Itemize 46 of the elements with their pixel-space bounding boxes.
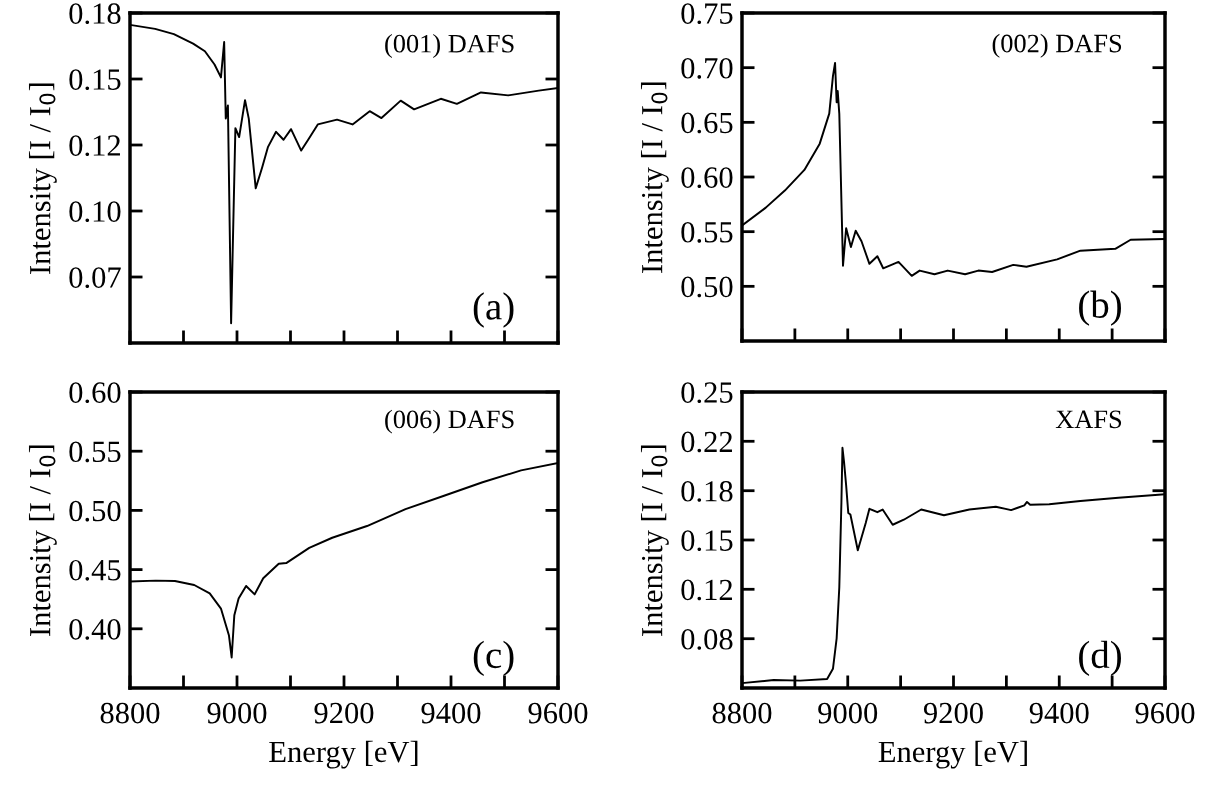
annotation: (d) [1079, 640, 1121, 677]
y-tick-label: 0.18 [69, 3, 121, 25]
y-tick-label: 0.40 [69, 619, 121, 640]
y-tick-label: 0.15 [681, 530, 733, 552]
x-tick-label: 9600 [528, 702, 588, 724]
y-tick-label: 0.10 [69, 201, 121, 223]
x-tick-label: 8800 [100, 702, 160, 724]
y-tick-label: 0.22 [681, 431, 732, 453]
y-tick-label: 0.45 [69, 559, 121, 581]
y-axis-title: Intensity [I / I$_{0}$] [640, 445, 669, 636]
y-tick-label: 0.15 [69, 69, 121, 91]
y-tick-label: 0.60 [681, 167, 733, 189]
x-tick-label: 9600 [1135, 702, 1195, 724]
x-axis-title: Energy [eV] [878, 740, 1027, 769]
y-tick-label: 0.12 [69, 135, 120, 157]
y-tick-label: 0.65 [681, 112, 733, 134]
y-tick-label: 0.75 [681, 3, 733, 25]
y-tick-label: 0.60 [69, 382, 121, 404]
y-tick-label: 0.25 [681, 382, 733, 404]
annotation: (006) DAFS [385, 409, 514, 434]
annotation: (002) DAFS [992, 33, 1122, 58]
annotation: (a) [473, 292, 514, 328]
x-tick-label: 9000 [818, 702, 878, 724]
x-tick-label: 9000 [207, 702, 267, 724]
x-tick-label: 9200 [314, 702, 374, 724]
y-tick-label: 0.55 [681, 221, 733, 243]
y-tick-label: 0.07 [69, 267, 121, 289]
x-tick-label: 9400 [421, 702, 481, 724]
y-tick-label: 0.12 [681, 579, 732, 601]
x-tick-label: 8800 [712, 702, 772, 724]
y-tick-label: 0.70 [681, 57, 733, 79]
y-tick-label: 0.08 [681, 629, 733, 650]
y-tick-label: 0.50 [69, 500, 121, 522]
annotation: (001) DAFS [385, 34, 514, 58]
y-axis-title: Intensity [I / I$_{0}$] [28, 445, 57, 636]
y-tick-label: 0.18 [681, 481, 733, 502]
y-axis-title: Intensity [I / I$_{0}$] [640, 82, 669, 273]
x-tick-label: 9400 [1029, 702, 1089, 724]
y-tick-label: 0.55 [69, 441, 121, 463]
x-axis-title: Energy [eV] [269, 740, 418, 769]
y-tick-label: 0.50 [681, 276, 733, 298]
x-tick-label: 9200 [923, 702, 983, 724]
y-axis-title: Intensity [I / I$_{0}$] [28, 83, 57, 274]
annotation: (c) [473, 640, 514, 677]
annotation: XAFS [1055, 410, 1122, 429]
annotation: (b) [1079, 290, 1121, 326]
